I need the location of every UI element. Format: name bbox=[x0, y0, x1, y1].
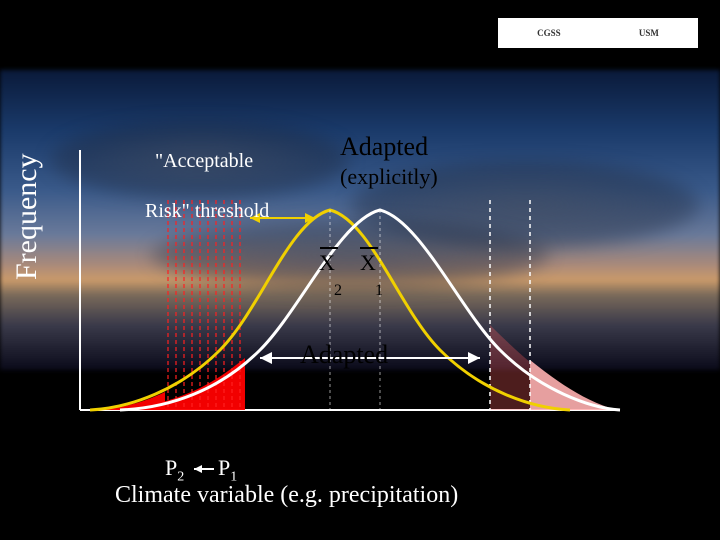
adapted-bottom-label: Adapted bbox=[300, 340, 388, 370]
x1-sub-label: 1 bbox=[375, 282, 383, 300]
explicitly-label: (explicitly) bbox=[340, 164, 438, 190]
y-axis-label: Frequency bbox=[10, 153, 44, 280]
p2-label: P2 bbox=[165, 455, 184, 485]
x2-label: X bbox=[319, 250, 335, 276]
autonomously-label: (autonomously) bbox=[295, 374, 403, 394]
acceptable-label: "Acceptable bbox=[155, 150, 253, 173]
x1-label: X bbox=[360, 250, 376, 276]
x-axis-label: Climate variable (e.g. precipitation) bbox=[115, 482, 458, 509]
logo-left: CGSS bbox=[537, 28, 561, 38]
p1-label: P1 bbox=[218, 455, 237, 485]
risk-threshold-label: Risk" threshold bbox=[145, 200, 269, 223]
logo-bar: CGSS USM bbox=[498, 18, 698, 48]
adapted-top-label: Adapted bbox=[340, 132, 428, 162]
logo-right: USM bbox=[639, 28, 659, 38]
p-arrow-icon bbox=[192, 462, 218, 476]
x2-sub-label: 2 bbox=[334, 282, 342, 300]
